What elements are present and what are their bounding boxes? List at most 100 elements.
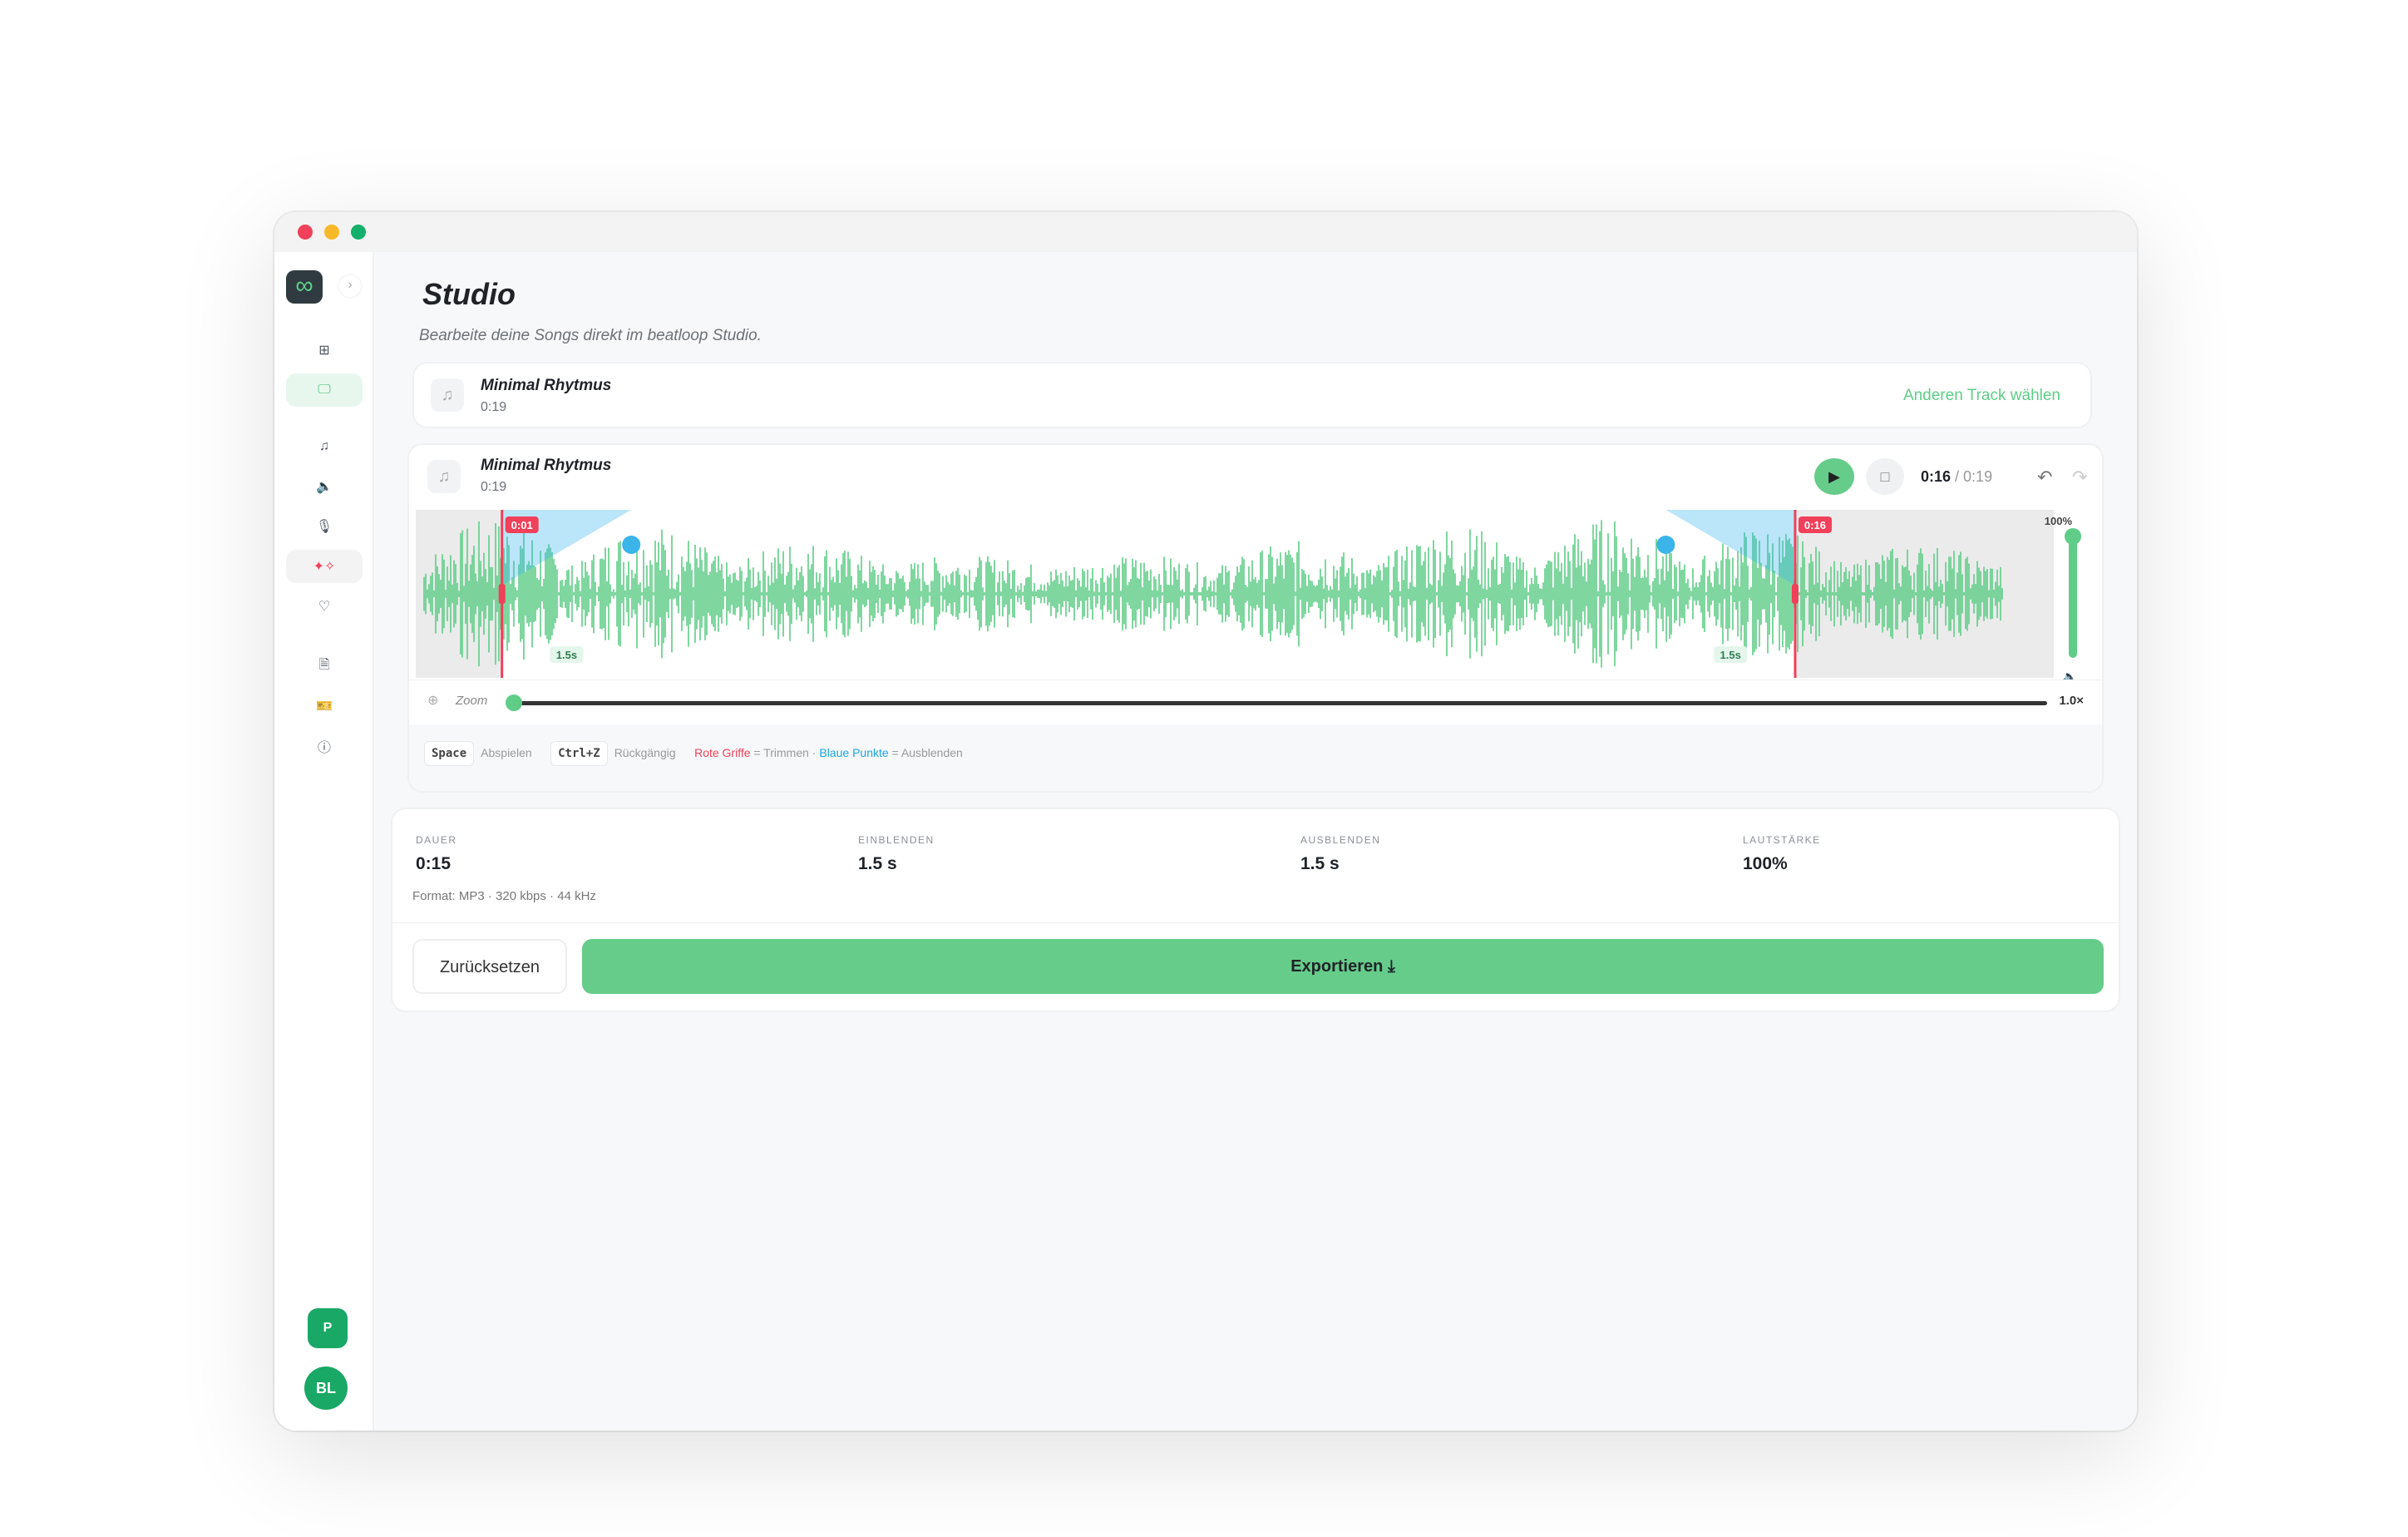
speaker-icon: 🔈 <box>316 480 333 494</box>
sidebar-item-music[interactable]: ♫ <box>286 430 363 463</box>
volume-slider[interactable] <box>2065 528 2081 658</box>
titlebar <box>274 212 2137 252</box>
reset-button[interactable]: Zurücksetzen <box>412 939 567 994</box>
close-button[interactable] <box>298 225 313 240</box>
stat-label: LAUTSTÄRKE <box>1743 834 1821 846</box>
sidebar-item-sounds[interactable]: 🔈 <box>286 470 363 503</box>
stat-duration: DAUER 0:15 <box>416 834 457 874</box>
summary-card: DAUER 0:15 EINBLENDEN 1.5 s AUSBLENDEN 1.5 … <box>391 808 2120 1012</box>
selected-track-card: ♫ Minimal Rhytmus 0:19 Anderen Track wäh… <box>412 362 2092 428</box>
volume-handle[interactable] <box>2065 528 2081 545</box>
ticket-icon: 🎫 <box>316 699 333 714</box>
sidebar-item-tickets[interactable]: 🎫 <box>286 689 363 723</box>
sidebar: ∞ › ⊞ 🖵 ♫ 🔈 🎙 ✦✧ ♡ 🗎 🎫 ⓘ P BL <box>274 252 374 1431</box>
play-icon: ▶ <box>1828 468 1840 485</box>
sidebar-item-help[interactable]: ⓘ <box>286 729 363 763</box>
fade-out-label: 1.5s <box>1720 649 1741 661</box>
blue-dots-legend: Blaue Punkte <box>819 746 889 759</box>
file-icon: 🗎 <box>318 657 330 672</box>
track-name: Minimal Rhytmus <box>481 377 612 394</box>
trim-start-label: 0:01 <box>511 519 533 531</box>
music-note-icon: ♫ <box>319 439 329 453</box>
sidebar-item-documents[interactable]: 🗎 <box>286 650 363 683</box>
help-icon: ⓘ <box>317 741 331 755</box>
app-window: ∞ › ⊞ 🖵 ♫ 🔈 🎙 ✦✧ ♡ 🗎 🎫 ⓘ P BL Studio Bea… <box>274 212 2137 1431</box>
editor-track-name: Minimal Rhytmus <box>481 457 612 474</box>
zoom-slider[interactable] <box>506 694 2047 711</box>
waveform-bars <box>423 520 2003 668</box>
editor-card: ♫ Minimal Rhytmus 0:19 ▶ □ 0:16 / 0:19 ↶… <box>407 443 2104 793</box>
volume-fill <box>2069 533 2077 658</box>
undo-key: Ctrl+Z <box>550 741 608 766</box>
fade-in-label: 1.5s <box>556 649 577 661</box>
stat-volume: LAUTSTÄRKE 100% <box>1743 834 1821 874</box>
stat-label: AUSBLENDEN <box>1300 834 1381 846</box>
trim-start-handle[interactable] <box>498 584 506 604</box>
minimize-button[interactable] <box>324 225 339 240</box>
fade-in-handle[interactable] <box>622 536 641 554</box>
redo-icon[interactable]: ↷ <box>2072 467 2088 487</box>
download-icon: ⤓ <box>1387 957 1395 976</box>
fade-out-label-bg <box>1714 646 1748 663</box>
trim-end-handle[interactable] <box>1791 584 1799 604</box>
export-label: Exportieren <box>1290 957 1384 976</box>
music-note-icon: ♫ <box>431 378 464 412</box>
grid-icon: ⊞ <box>318 343 330 358</box>
space-hint: Abspielen <box>481 746 532 759</box>
export-button[interactable]: Exportieren ⤓ <box>582 939 2104 994</box>
stop-button[interactable]: □ <box>1866 458 1904 495</box>
stat-label: DAUER <box>416 834 457 846</box>
sparkles-icon: ✦✧ <box>313 560 336 574</box>
fade-out-handle[interactable] <box>1656 536 1675 554</box>
stop-icon: □ <box>1880 468 1890 485</box>
fade-in-label-bg <box>550 646 584 663</box>
stat-value: 0:15 <box>416 854 452 873</box>
sidebar-nav: ⊞ 🖵 ♫ 🔈 🎙 ✦✧ ♡ 🗎 🎫 ⓘ <box>274 327 374 769</box>
zoom-row: ⊕ Zoom 1.0× <box>409 680 2102 724</box>
page-title: Studio <box>422 277 516 311</box>
sidebar-item-studio[interactable]: 🖵 <box>286 373 363 407</box>
stat-value: 100% <box>1743 854 1788 873</box>
heart-icon: ♡ <box>318 600 331 614</box>
change-track-link[interactable]: Anderen Track wählen <box>1902 387 2060 404</box>
undo-hint: Rückgängig <box>614 746 676 759</box>
zoom-label: Zoom <box>456 694 488 708</box>
fade-out-region <box>1665 510 1795 586</box>
waveform[interactable]: 0:01 0:16 1.5s 1.5s <box>409 510 2097 678</box>
zoom-handle[interactable] <box>506 694 522 711</box>
space-key: Space <box>424 741 475 766</box>
monitor-icon: 🖵 <box>318 383 331 397</box>
avatar[interactable]: BL <box>304 1366 348 1410</box>
divider <box>392 922 2119 923</box>
plan-badge[interactable]: P <box>308 1308 348 1348</box>
trim-start-label-bg <box>505 516 539 533</box>
shortcut-bar: Space Abspielen Ctrl+Z Rückgängig Rote Gri… <box>409 724 2102 791</box>
play-button[interactable]: ▶ <box>1814 458 1854 495</box>
editor-track-duration: 0:19 <box>481 480 507 494</box>
sidebar-item-magic[interactable]: ✦✧ <box>286 550 363 583</box>
stat-fade-out: AUSBLENDEN 1.5 s <box>1300 834 1380 874</box>
undo-icon[interactable]: ↶ <box>2037 467 2053 487</box>
stat-value: 1.5 s <box>1300 854 1340 873</box>
total-time: 0:19 <box>1963 468 1993 485</box>
blue-dots-desc: = Ausblenden <box>888 746 963 759</box>
zoom-icon: ⊕ <box>427 694 439 708</box>
trim-end-label: 0:16 <box>1804 519 1826 531</box>
stat-value: 1.5 s <box>858 854 897 873</box>
logo[interactable]: ∞ <box>286 270 323 304</box>
stat-label: EINBLENDEN <box>858 834 935 846</box>
expand-sidebar-button[interactable]: › <box>339 275 361 297</box>
red-handles-legend: Rote Griffe <box>694 746 751 759</box>
music-note-icon: ♫ <box>427 460 461 493</box>
track-duration: 0:19 <box>481 400 507 414</box>
sidebar-item-voice[interactable]: 🎙 <box>286 510 363 543</box>
sidebar-item-dashboard[interactable]: ⊞ <box>286 334 363 367</box>
microphone-icon: 🎙 <box>315 520 333 534</box>
time-separator: / <box>1951 468 1964 485</box>
time-display: 0:16 / 0:19 <box>1921 468 1992 486</box>
maximize-button[interactable] <box>351 225 366 240</box>
zoom-value: 1.0× <box>2059 694 2084 708</box>
sidebar-item-favorites[interactable]: ♡ <box>286 590 363 623</box>
trim-end-label-bg <box>1798 516 1832 533</box>
format-info: Format: MP3 · 320 kbps · 44 kHz <box>412 889 596 903</box>
